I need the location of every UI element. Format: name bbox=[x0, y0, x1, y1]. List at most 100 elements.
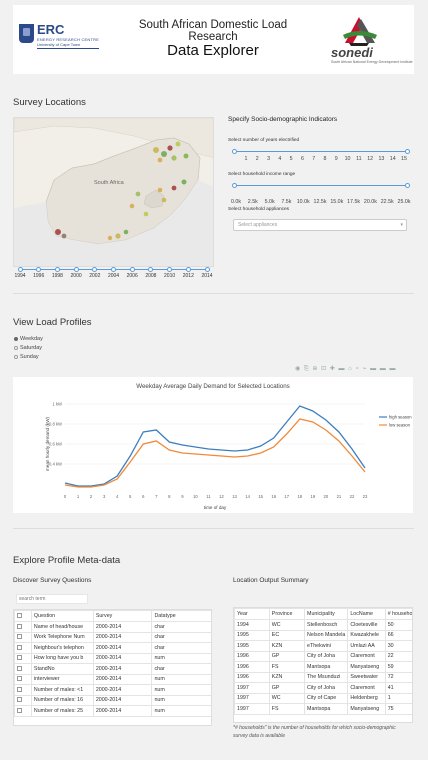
table-row[interactable]: How long have you b 2000-2014 num bbox=[14, 652, 211, 664]
table-cell: Claremont bbox=[347, 682, 386, 694]
year-slider-handle[interactable] bbox=[92, 267, 98, 272]
map-marker bbox=[161, 151, 167, 157]
year-slider-handle[interactable] bbox=[167, 267, 173, 272]
year-range-slider[interactable]: 1994 1996 1998 2000 2002 2004 2006 2008 2010 2012… bbox=[14, 267, 213, 281]
map-marker bbox=[167, 145, 173, 151]
legend-label: low season bbox=[389, 423, 411, 428]
column-header[interactable]: # households* bbox=[384, 608, 412, 620]
chart-modebar[interactable]: ◉ ⎘ ⊕ ⊡ ✚ ▬ ⌂ ∘ ⌁ ▬ ▬ ▬ bbox=[295, 366, 397, 372]
select-all-checkbox[interactable] bbox=[14, 610, 32, 622]
column-header[interactable]: Municipality bbox=[304, 608, 349, 620]
year-slider-handle[interactable] bbox=[129, 267, 135, 272]
slider-handle-max[interactable] bbox=[405, 149, 410, 154]
column-header[interactable]: Year bbox=[234, 608, 270, 620]
x-tick-label: 22 bbox=[350, 494, 355, 499]
year-slider-handle[interactable] bbox=[185, 267, 191, 272]
appliances-select[interactable]: Select appliances ▾ bbox=[233, 219, 407, 231]
table-row[interactable]: Number of males: 25 2000-2014 num bbox=[14, 705, 211, 717]
row-checkbox[interactable] bbox=[14, 631, 32, 643]
radio-button[interactable] bbox=[14, 336, 18, 341]
row-checkbox[interactable] bbox=[14, 694, 32, 706]
table-cell: num bbox=[151, 705, 211, 717]
electrified-tick-label: 8 bbox=[323, 156, 327, 162]
year-slider-handle[interactable] bbox=[17, 267, 23, 272]
table-row[interactable]: 1997 GP City of Joha Claremont 41 bbox=[234, 682, 412, 694]
table-row[interactable]: Name of head/house 2000-2014 char bbox=[14, 621, 211, 633]
row-checkbox[interactable] bbox=[14, 684, 32, 696]
income-slider-track bbox=[234, 185, 409, 186]
page-subtitle: Data Explorer bbox=[167, 42, 259, 59]
table-cell: WC bbox=[268, 619, 306, 631]
table-row[interactable]: 1996 KZN The Msunduzi Sweetwater 72 bbox=[234, 671, 412, 683]
year-slider-handle[interactable] bbox=[54, 267, 60, 272]
income-tick-label: 20.0k bbox=[363, 199, 377, 205]
year-slider-handle[interactable] bbox=[148, 267, 154, 272]
x-tick-label: 19 bbox=[310, 494, 315, 499]
day-type-option-weekday[interactable]: Weekday bbox=[14, 336, 43, 345]
year-slider-handle[interactable] bbox=[204, 267, 210, 272]
chart-title: Weekday Average Daily Demand for Selecte… bbox=[136, 383, 290, 390]
table-row[interactable]: interviewer 2000-2014 num bbox=[14, 673, 211, 685]
table-row[interactable]: 1997 WC City of Cape Heldenberg 1 bbox=[234, 692, 412, 704]
income-tick-label: 0.0k bbox=[230, 199, 242, 205]
map-canvas[interactable]: South Africa bbox=[14, 118, 214, 267]
chart-canvas: Weekday Average Daily Demand for Selecte… bbox=[45, 383, 412, 510]
sonedi-logo: sonedi South African National Energy Dev… bbox=[319, 13, 413, 71]
day-type-option-sunday[interactable]: Sunday bbox=[14, 354, 43, 363]
day-type-radio-group[interactable]: Weekday Saturday Sunday bbox=[14, 336, 43, 363]
income-range-slider[interactable]: 0.0k 2.5k 5.0k 7.5k 10.0k 12.5k 15.0k 17.5k 20.0… bbox=[230, 181, 410, 207]
table-row[interactable]: 1996 GP City of Joha Claremont 22 bbox=[234, 650, 412, 662]
column-header[interactable]: Datatype bbox=[151, 610, 211, 622]
year-tick-label: 2004 bbox=[107, 273, 120, 279]
table-row[interactable]: StandNo 2000-2014 char bbox=[14, 663, 211, 675]
year-slider-handle[interactable] bbox=[73, 267, 79, 272]
slider-handle-min[interactable] bbox=[232, 149, 237, 154]
year-tick-label: 2010 bbox=[164, 273, 176, 279]
table-row[interactable]: 1995 KZN eThekwini Umlazi AA 30 bbox=[234, 640, 412, 652]
table-row[interactable]: Work Telephone Num 2000-2014 char bbox=[14, 631, 211, 643]
table-row[interactable]: 1997 FS Mantsopa Manyatseng 75 bbox=[234, 703, 412, 715]
row-checkbox[interactable] bbox=[14, 673, 32, 685]
year-slider-handle[interactable] bbox=[111, 267, 116, 272]
row-checkbox[interactable] bbox=[14, 642, 32, 654]
table-row[interactable]: 1995 EC Nelson Mandela Kwazakhele 66 bbox=[234, 629, 412, 641]
table-row[interactable]: Number of males: <1 2000-2014 num bbox=[14, 684, 211, 696]
radio-button[interactable] bbox=[14, 354, 18, 359]
table-cell: 2000-2014 bbox=[92, 663, 153, 675]
table-row[interactable]: Number of males: 16 2000-2014 num bbox=[14, 694, 211, 706]
slider-handle-min[interactable] bbox=[232, 183, 237, 188]
series-line-0 bbox=[64, 405, 366, 487]
column-header[interactable]: Survey bbox=[92, 610, 153, 622]
column-header[interactable]: Question bbox=[30, 610, 94, 622]
table-cell: Manyatseng bbox=[347, 661, 386, 673]
row-checkbox[interactable] bbox=[14, 705, 32, 717]
table-row[interactable]: 1996 FS Mantsopa Manyatseng 59 bbox=[234, 661, 412, 673]
table-cell: City of Joha bbox=[304, 650, 349, 662]
map-marker bbox=[175, 141, 181, 147]
table-cell: 2000-2014 bbox=[92, 694, 153, 706]
x-tick-label: 8 bbox=[168, 494, 171, 499]
electrified-tick-label: 1 bbox=[244, 156, 248, 162]
map-marker bbox=[55, 229, 61, 235]
electrified-tick-label: 7 bbox=[312, 156, 316, 162]
table-row[interactable]: 1994 WC Stellenbosch Cloetesville 50 bbox=[234, 619, 412, 631]
radio-button[interactable] bbox=[14, 345, 18, 350]
search-input[interactable]: search term bbox=[16, 594, 88, 604]
row-checkbox[interactable] bbox=[14, 663, 32, 675]
x-axis-label: time of day bbox=[204, 505, 227, 510]
survey-map[interactable]: South Africa bbox=[13, 117, 214, 267]
map-markers[interactable] bbox=[55, 141, 189, 241]
x-tick-label: 21 bbox=[337, 494, 342, 499]
day-type-option-saturday[interactable]: Saturday bbox=[14, 345, 43, 354]
row-checkbox[interactable] bbox=[14, 621, 32, 633]
year-slider-handle[interactable] bbox=[36, 267, 42, 272]
slider-handle-max[interactable] bbox=[405, 183, 410, 188]
column-header[interactable]: LocName bbox=[347, 608, 386, 620]
table-row[interactable]: Neighbour's telephon 2000-2014 char bbox=[14, 642, 211, 654]
years-electrified-slider[interactable]: 1 2 3 4 5 6 7 8 9 10 11 12 13 14 15 bbox=[232, 147, 410, 165]
column-header[interactable]: Province bbox=[268, 608, 306, 620]
table-cell: FS bbox=[268, 661, 306, 673]
x-tick-label: 18 bbox=[297, 494, 302, 499]
income-tick-label: 2.5k bbox=[247, 199, 258, 205]
row-checkbox[interactable] bbox=[14, 652, 32, 664]
